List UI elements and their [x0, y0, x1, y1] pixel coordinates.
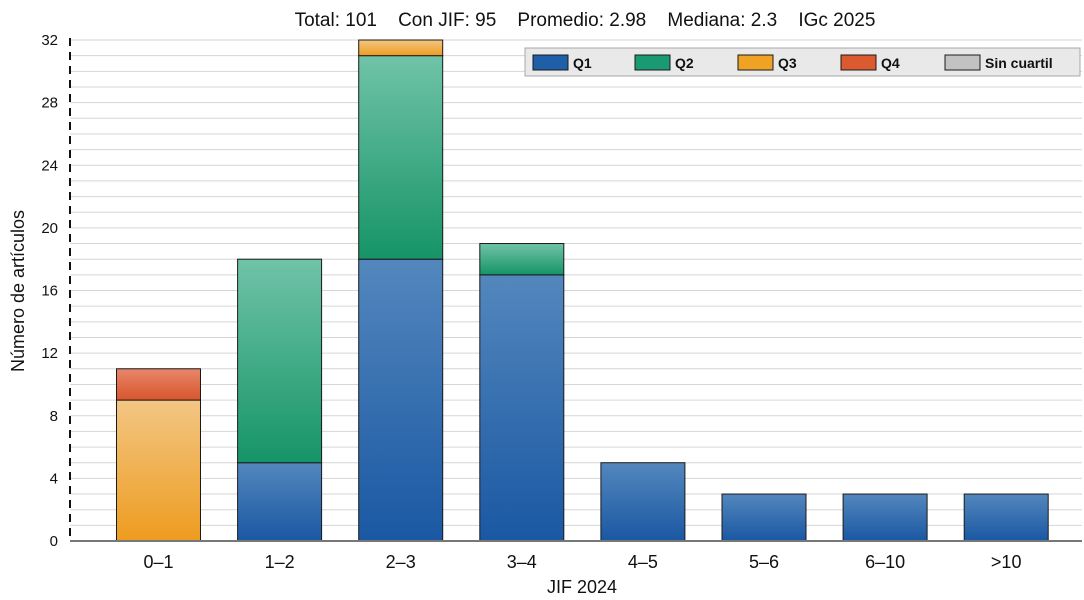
x-tick-label: 3–4 — [507, 552, 537, 572]
bar-segment-q1 — [479, 274, 565, 542]
bar-segment-q2 — [358, 55, 444, 260]
bar-segment-q2 — [237, 258, 323, 464]
legend-label: Sin cuartil — [985, 55, 1053, 71]
bar-segment-q1 — [963, 493, 1049, 542]
x-tick-label: 5–6 — [749, 552, 779, 572]
y-tick-label: 24 — [41, 157, 58, 174]
x-tick-label: 6–10 — [865, 552, 905, 572]
axes — [69, 38, 1082, 542]
gridlines — [70, 39, 1082, 526]
legend-label: Q4 — [881, 55, 900, 71]
legend-swatch — [944, 54, 981, 71]
y-tick-label: 12 — [41, 345, 58, 362]
legend-box — [524, 47, 1081, 77]
bar-segment-q2 — [479, 243, 565, 276]
legend-swatch — [840, 54, 877, 71]
x-tick-label: 4–5 — [628, 552, 658, 572]
legend-swatch — [737, 54, 774, 71]
bar-segment-q4 — [116, 368, 201, 401]
legend-label: Q3 — [778, 55, 797, 71]
x-axis-ticks: 0–1 1–2 2–3 3–4 4–5 5–6 6–10 >10 — [143, 552, 1021, 572]
y-axis-ticks: 0 4 8 12 16 20 24 28 32 — [41, 32, 58, 550]
y-tick-label: 0 — [50, 533, 58, 550]
chart-title: Total: 101 Con JIF: 95 Promedio: 2.98 Me… — [295, 10, 876, 31]
legend-swatch — [634, 54, 671, 71]
x-axis-label: JIF 2024 — [547, 577, 617, 597]
bar-segment-q1 — [358, 258, 444, 542]
x-tick-label: 1–2 — [265, 552, 295, 572]
y-tick-label: 16 — [41, 283, 58, 300]
y-tick-label: 32 — [41, 32, 58, 49]
x-tick-label: 0–1 — [143, 552, 173, 572]
legend-label: Q2 — [675, 55, 694, 71]
x-tick-label: >10 — [991, 552, 1022, 572]
bar-segment-q3 — [358, 39, 444, 57]
bar-segment-q1 — [721, 493, 807, 542]
y-tick-label: 28 — [41, 95, 58, 112]
bar-segment-q3 — [116, 399, 201, 542]
bars — [116, 39, 1049, 542]
x-tick-label: 2–3 — [386, 552, 416, 572]
legend: Q1 Q2 Q3 Q4 Sin cuartil — [524, 47, 1081, 77]
y-tick-label: 20 — [41, 220, 58, 237]
y-tick-label: 4 — [50, 470, 58, 487]
bar-segment-q1 — [842, 493, 928, 542]
y-tick-label: 8 — [50, 408, 58, 425]
legend-swatch — [532, 54, 569, 71]
legend-label: Q1 — [573, 55, 592, 71]
bar-segment-q1 — [600, 462, 686, 542]
bar-segment-q1 — [237, 462, 323, 542]
y-axis-label: Número de artículos — [8, 210, 28, 372]
